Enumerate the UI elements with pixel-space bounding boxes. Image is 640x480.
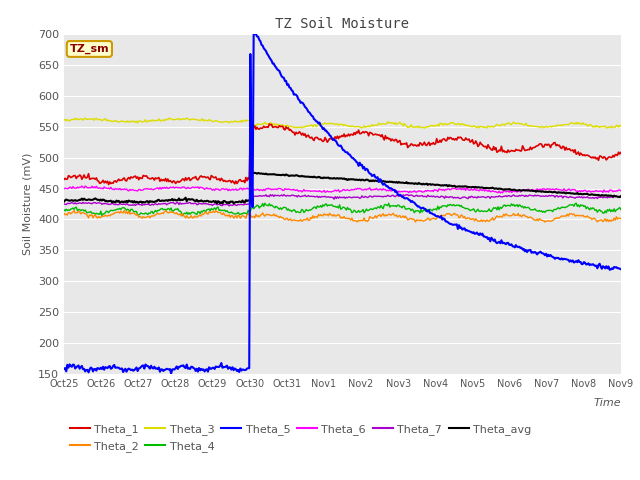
Theta_7 [394,192,401,198]
Theta_avg [60,199,68,204]
Theta_5 [330,136,338,142]
Line: Theta_3: Theta_3 [64,118,621,128]
Theta_1 [519,143,527,149]
Theta_avg [250,170,257,176]
Theta_3 [617,123,625,129]
Theta_3 [420,125,428,131]
Theta_1 [105,182,113,188]
Theta_avg [330,175,338,181]
Theta_6 [519,187,527,193]
Text: TZ_sm: TZ_sm [70,44,109,54]
Theta_6 [329,188,337,194]
Theta_4 [326,203,333,208]
Theta_5 [519,247,527,252]
Theta_3 [393,121,401,127]
Theta_6 [326,189,333,194]
Theta_avg [327,175,335,181]
Theta_3 [81,115,89,121]
Theta_1 [394,140,401,145]
Theta_6 [497,190,504,196]
Theta_7 [519,192,527,198]
Theta_2 [617,216,625,222]
Theta_2 [518,214,525,220]
Theta_5 [617,266,625,272]
Theta_2 [541,219,548,225]
Theta_6 [606,187,614,193]
Theta_7 [327,194,335,200]
Theta_2 [60,210,68,216]
Line: Theta_5: Theta_5 [64,30,621,373]
Theta_3 [326,120,333,126]
Theta_2 [329,213,337,219]
Theta_6 [617,188,625,193]
Theta_4 [362,206,370,212]
Theta_1 [330,135,338,141]
Line: Theta_6: Theta_6 [64,186,621,193]
Theta_2 [120,208,128,214]
Theta_avg [606,193,614,199]
Theta_5 [394,191,401,197]
Theta_5 [364,167,371,172]
Theta_5 [250,27,257,33]
Theta_7 [267,192,275,197]
Line: Theta_4: Theta_4 [64,203,621,216]
Legend: Theta_1, Theta_2, Theta_3, Theta_4, Theta_5, Theta_6, Theta_7, Theta_avg: Theta_1, Theta_2, Theta_3, Theta_4, Thet… [70,424,531,452]
Theta_7 [617,194,625,200]
Theta_4 [393,204,401,210]
Theta_4 [606,206,614,212]
Theta_6 [362,187,370,193]
Theta_3 [362,124,370,130]
Theta_avg [364,177,371,183]
Theta_3 [329,121,337,127]
Theta_7 [225,203,233,209]
Theta_6 [60,186,68,192]
Theta_7 [606,194,614,200]
Theta_7 [60,201,68,207]
Line: Theta_7: Theta_7 [64,194,621,206]
Theta_2 [393,212,401,218]
Y-axis label: Soil Moisture (mV): Soil Moisture (mV) [22,153,33,255]
Theta_3 [519,121,527,127]
Theta_1 [364,130,371,135]
Theta_4 [518,204,525,210]
Theta_6 [393,190,401,195]
Theta_5 [167,371,175,376]
Theta_4 [617,207,625,213]
Theta_6 [78,183,86,189]
Line: Theta_1: Theta_1 [64,124,621,185]
Theta_2 [326,210,333,216]
Theta_1 [60,177,68,182]
Theta_4 [572,200,580,206]
Theta_avg [519,188,527,193]
Theta_1 [327,136,335,142]
Theta_5 [327,133,335,139]
Theta_5 [60,366,68,372]
Theta_avg [219,201,227,206]
Text: Time: Time [593,398,621,408]
Theta_2 [606,217,614,223]
Theta_7 [364,195,371,201]
Theta_1 [606,154,614,160]
Theta_4 [60,207,68,213]
Theta_4 [98,213,106,219]
Theta_5 [606,267,614,273]
Theta_3 [606,125,614,131]
Theta_7 [330,196,338,202]
Theta_2 [362,217,370,223]
Theta_3 [60,117,68,123]
Line: Theta_avg: Theta_avg [64,173,621,204]
Theta_4 [329,203,337,209]
Theta_1 [266,121,273,127]
Title: TZ Soil Moisture: TZ Soil Moisture [275,17,410,31]
Theta_avg [394,180,401,186]
Line: Theta_2: Theta_2 [64,211,621,222]
Theta_avg [617,193,625,199]
Theta_1 [617,150,625,156]
